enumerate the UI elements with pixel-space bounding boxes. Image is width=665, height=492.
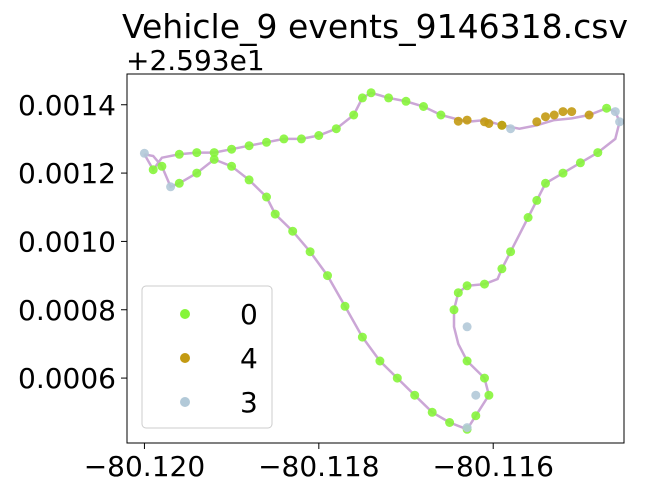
point-series-0-49 — [244, 175, 254, 185]
point-series-0-6 — [262, 137, 271, 147]
point-series-0-48 — [262, 192, 271, 202]
point-series-0-8 — [296, 134, 306, 144]
legend-label-0: 0 — [240, 298, 258, 331]
point-series-0-34 — [484, 390, 494, 400]
point-series-4-4 — [497, 120, 507, 130]
point-series-0-0 — [148, 165, 158, 175]
point-series-0-22 — [558, 168, 568, 178]
point-series-0-13 — [366, 88, 376, 98]
point-series-0-51 — [209, 154, 219, 164]
point-series-4-5 — [532, 117, 542, 127]
legend-marker-0 — [180, 309, 190, 319]
point-series-0-33 — [480, 373, 489, 383]
point-series-0-40 — [392, 373, 402, 383]
legend-marker-4 — [180, 353, 190, 363]
point-series-3-5 — [462, 322, 472, 332]
legend-label-4: 4 — [240, 342, 258, 375]
point-series-0-19 — [602, 103, 612, 113]
point-series-0-14 — [384, 93, 394, 103]
point-series-3-7 — [462, 423, 472, 433]
point-series-0-3 — [209, 148, 219, 158]
point-series-0-42 — [357, 332, 367, 342]
point-series-3-0 — [139, 148, 149, 158]
point-series-0-1 — [174, 149, 184, 159]
point-series-0-45 — [305, 247, 315, 257]
point-series-0-53 — [174, 178, 184, 188]
point-series-4-10 — [584, 110, 594, 120]
point-series-0-11 — [349, 110, 359, 120]
point-series-0-39 — [410, 390, 420, 400]
x-tick-label-0: −80.120 — [84, 450, 205, 483]
y-tick-label-3: 0.0012 — [18, 157, 116, 190]
point-series-0-41 — [375, 356, 385, 366]
legend-marker-3 — [180, 397, 190, 407]
point-series-3-2 — [506, 124, 516, 134]
point-series-0-24 — [532, 195, 542, 205]
point-series-4-9 — [567, 107, 577, 117]
legend-box — [141, 285, 273, 429]
chart-title: Vehicle_9 events_9146318.csv — [122, 7, 628, 46]
point-series-4-0 — [453, 116, 463, 126]
point-series-0-46 — [288, 226, 298, 236]
point-series-4-1 — [462, 115, 472, 125]
point-series-4-6 — [541, 112, 550, 122]
axes: −80.120 −80.118 −80.116 0.0006 0.0008 0.0010 0… — [18, 73, 625, 483]
legend-label-3: 3 — [240, 386, 258, 419]
point-series-0-29 — [462, 281, 472, 291]
point-series-3-1 — [166, 182, 176, 192]
point-series-0-12 — [357, 93, 367, 103]
point-series-0-27 — [497, 264, 507, 274]
point-series-0-28 — [480, 279, 489, 289]
point-series-0-23 — [541, 178, 550, 188]
point-series-0-30 — [453, 288, 463, 298]
y-tick-label-0: 0.0006 — [18, 362, 116, 395]
point-series-0-20 — [593, 148, 603, 158]
plot-area — [139, 88, 625, 434]
point-series-0-2 — [192, 148, 202, 158]
point-series-0-7 — [279, 134, 289, 144]
point-series-0-5 — [244, 141, 254, 151]
plot-frame — [126, 73, 625, 444]
point-series-4-3 — [484, 119, 494, 128]
point-series-0-21 — [575, 158, 585, 168]
point-series-0-15 — [401, 96, 411, 106]
point-series-0-9 — [314, 131, 324, 140]
point-series-0-32 — [462, 356, 472, 366]
point-series-0-26 — [506, 247, 516, 257]
point-series-0-47 — [270, 209, 280, 219]
y-tick-label-4: 0.0014 — [18, 89, 116, 122]
point-series-3-4 — [615, 117, 625, 127]
point-series-0-17 — [436, 110, 446, 120]
point-series-0-43 — [340, 301, 350, 311]
point-series-0-4 — [227, 144, 237, 154]
point-series-0-50 — [227, 161, 237, 171]
point-series-0-16 — [419, 102, 428, 111]
y-tick-label-1: 0.0008 — [18, 294, 116, 327]
point-series-0-54 — [157, 161, 167, 171]
point-series-0-52 — [192, 168, 202, 178]
x-tick-label-2: −80.116 — [432, 450, 553, 483]
y-axis-offset-label: +2.593e1 — [126, 44, 265, 77]
point-series-4-7 — [549, 110, 559, 120]
point-series-0-38 — [427, 407, 437, 417]
point-series-4-8 — [558, 107, 568, 117]
legend: 0 4 3 — [141, 285, 273, 429]
point-series-0-10 — [331, 124, 341, 134]
point-series-0-31 — [449, 305, 459, 315]
point-series-0-35 — [471, 411, 481, 421]
y-tick-label-2: 0.0010 — [18, 225, 116, 258]
point-series-3-3 — [610, 107, 620, 117]
point-series-0-37 — [445, 418, 455, 427]
point-series-0-25 — [523, 213, 533, 222]
x-tick-label-1: −80.118 — [258, 450, 379, 483]
point-series-0-44 — [323, 271, 332, 281]
point-series-3-6 — [471, 390, 481, 400]
